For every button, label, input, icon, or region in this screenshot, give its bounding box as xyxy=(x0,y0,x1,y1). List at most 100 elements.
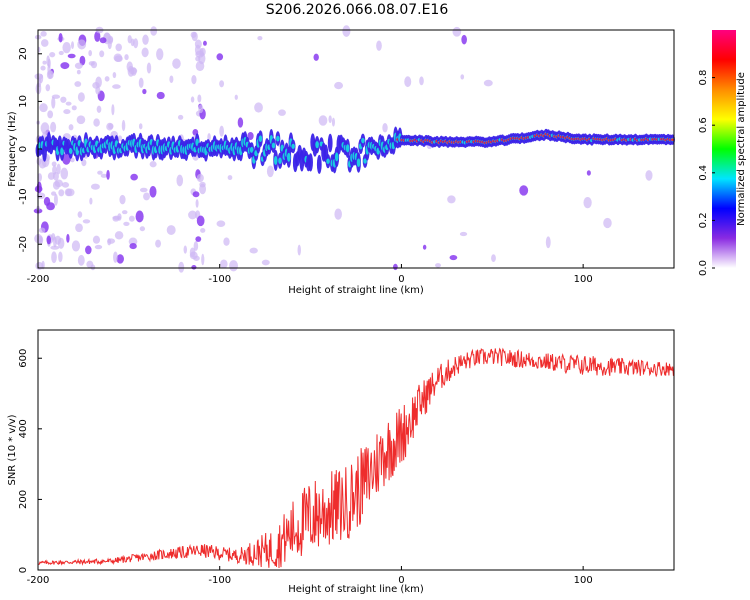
spectrogram-noise-blob xyxy=(459,231,468,237)
spectrogram-noise-blob xyxy=(106,122,114,131)
spectrogram-noise-blob xyxy=(53,193,58,206)
spectrogram-noise-blob xyxy=(331,117,335,127)
spectrogram-noise-blob xyxy=(313,53,319,61)
spectrogram-noise-blob xyxy=(261,259,270,266)
snr-panel: -200 -100 0 100 0 200 400 600 Height of straig… xyxy=(7,329,675,595)
spectrogram-noise-blob xyxy=(40,39,49,47)
spectrogram-noise-blob xyxy=(74,62,83,69)
spectrogram-y-tick-label: -20 xyxy=(18,236,29,252)
spectrogram-ridge-mid xyxy=(276,135,280,142)
spectrogram-noise-blob xyxy=(111,104,115,116)
spectrogram-ridge-mid xyxy=(271,142,276,149)
spectrogram-noise-blob xyxy=(219,125,224,137)
spectrogram-noise-blob xyxy=(247,132,254,140)
spectrogram-noise-blob xyxy=(62,41,71,54)
spectrogram-noise-blob xyxy=(156,48,164,61)
spectrogram-noise-blob xyxy=(201,253,205,266)
spectrogram-y-tick-label: 10 xyxy=(18,95,29,108)
colorbar-ticks: 0.0 0.2 0.4 0.6 0.8 xyxy=(698,70,715,276)
spectrogram-noise-blob xyxy=(51,96,56,109)
spectrogram-y-tick-label: -10 xyxy=(18,188,29,204)
spectrogram-noise-blob xyxy=(193,241,199,251)
spectrogram-noise-blob xyxy=(113,251,118,263)
spectrogram-noise-blob xyxy=(156,91,165,100)
spectrogram-noise-blob xyxy=(38,227,46,233)
spectrogram-noise-blob xyxy=(54,235,62,245)
spectrogram-noise-blob xyxy=(227,175,233,181)
colorbar-tick-label: 0.0 xyxy=(698,260,709,276)
spectrogram-noise-blob xyxy=(58,50,64,56)
spectrogram-y-ticks: -20 -10 0 10 20 xyxy=(18,47,42,252)
snr-frame xyxy=(37,329,675,571)
spectrogram-ridge-mid xyxy=(258,135,263,143)
spectrogram-noise-blob xyxy=(36,192,46,200)
spectrogram-noise-blob xyxy=(74,81,82,87)
spectrogram-noise-blob xyxy=(107,35,114,43)
spectrogram-noise-blob xyxy=(404,76,412,88)
spectrogram-noise-blob xyxy=(223,237,230,246)
spectrogram-noise-blob xyxy=(71,240,81,252)
spectrogram-y-tick-label: 0 xyxy=(18,146,29,152)
snr-x-tick-label: -100 xyxy=(208,575,231,586)
spectrogram-noise-blob xyxy=(191,74,197,85)
spectrogram-noise-blob xyxy=(237,117,244,128)
spectrogram-noise-blob xyxy=(149,161,157,168)
spectrogram-noise-blob xyxy=(89,197,93,205)
spectrogram-y-tick-label: 20 xyxy=(18,47,29,60)
spectrogram-noise-blob xyxy=(318,115,328,126)
spectrogram-noise-blob xyxy=(176,174,184,187)
spectrogram-noise-blob xyxy=(77,92,85,102)
spectrogram-noise-blob xyxy=(85,245,92,255)
spectrogram-noise-blob xyxy=(297,244,301,256)
spectrogram-ridge-layer xyxy=(35,126,675,174)
spectrogram-noise-blob xyxy=(422,244,427,250)
spectrogram-x-tick-label: 0 xyxy=(398,274,404,285)
spectrogram-noise-blob xyxy=(216,220,226,228)
spectrogram-x-tick-label: -200 xyxy=(27,274,50,285)
spectrogram-noise-blob xyxy=(196,173,204,183)
spectrogram-noise-blob xyxy=(77,254,85,266)
snr-x-ticks: -200 -100 0 100 xyxy=(27,566,593,586)
spectrogram-noise-blob xyxy=(121,119,126,132)
spectrogram-noise-blob xyxy=(334,208,342,220)
colorbar: 0.0 0.2 0.4 0.6 0.8 Normalized spectral ampl… xyxy=(698,30,747,276)
spectrogram-noise-blob xyxy=(52,180,61,190)
spectrogram-noise-blob xyxy=(483,79,493,87)
spectrogram-noise-blob xyxy=(60,167,69,180)
spectrogram-noise-blob xyxy=(40,65,46,71)
snr-x-label: Height of straight line (km) xyxy=(288,584,424,595)
spectrogram-noise-blob xyxy=(452,26,462,37)
spectrogram-noise-blob xyxy=(190,31,197,38)
spectrogram-noise-blob xyxy=(76,115,86,125)
snr-x-tick-label: 0 xyxy=(398,575,404,586)
spectrogram-noise-blob xyxy=(51,251,57,264)
spectrogram-noise-blob xyxy=(142,34,149,45)
spectrogram-noise-blob xyxy=(46,235,52,245)
spectrogram-noise-blob xyxy=(95,86,101,95)
spectrogram-noise-blob xyxy=(128,215,135,222)
colorbar-label: Normalized spectral amplitude xyxy=(736,72,747,226)
spectrogram-noise-blob xyxy=(130,173,138,181)
spectrogram-noise-blob xyxy=(64,188,73,197)
spectrogram-noise-blob xyxy=(46,55,50,67)
spectrogram-noise-blob xyxy=(40,122,50,135)
spectrogram-ridge-mid xyxy=(356,158,361,167)
spectrogram-noise-blob xyxy=(46,69,53,80)
spectrogram-ridge-mid xyxy=(345,144,350,153)
snr-y-tick-label: 0 xyxy=(18,567,29,573)
spectrogram-noise-blob xyxy=(107,238,116,244)
spectrogram-noise-blob xyxy=(135,210,144,223)
spectrogram-noise-blob xyxy=(193,255,200,261)
spectrogram-noise-blob xyxy=(266,165,274,178)
spectrogram-noise-blob xyxy=(127,35,132,44)
spectrogram-x-label: Height of straight line (km) xyxy=(288,285,424,296)
spectrogram-noise-blob xyxy=(39,103,48,113)
spectrogram-noise-blob xyxy=(70,157,75,163)
spectrogram-noise-blob xyxy=(67,53,76,59)
spectrogram-noise-blob xyxy=(155,239,162,248)
spectrogram-noise-blob xyxy=(376,40,382,51)
spectrogram-noise-blob xyxy=(60,96,67,103)
spectrogram-noise-blob xyxy=(382,122,388,133)
